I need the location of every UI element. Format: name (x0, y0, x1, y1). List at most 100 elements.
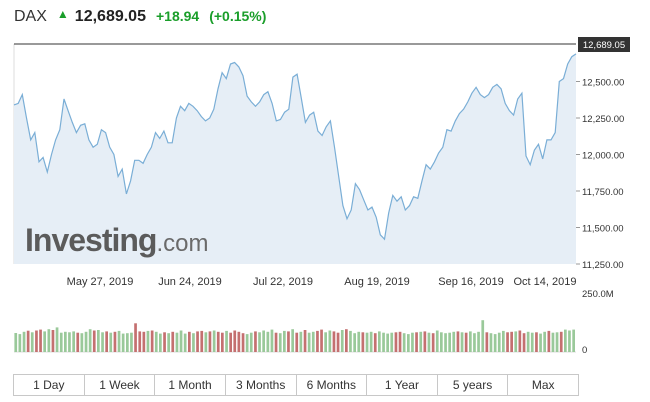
volume-bar (249, 332, 253, 352)
volume-bar (419, 331, 423, 352)
volume-bar (159, 333, 162, 352)
volume-bar (378, 331, 381, 352)
volume-bar (80, 333, 84, 352)
volume-bar (72, 331, 75, 352)
volume-bar (121, 333, 125, 352)
volume-bar (117, 330, 121, 352)
volume-bar (481, 320, 485, 352)
volume-bar (92, 330, 96, 352)
volume-bar (369, 331, 373, 352)
volume-bar (526, 331, 530, 352)
volume-bar (274, 332, 278, 352)
volume-bar (138, 331, 142, 352)
volume-bar (262, 330, 265, 352)
last-price: 12,689.05 (74, 8, 146, 25)
volume-bar (43, 331, 46, 352)
volume-bar (530, 332, 534, 352)
volume-bar (266, 331, 270, 352)
volume-bar (258, 332, 261, 352)
volume-bar (477, 331, 480, 352)
volume-bar (105, 331, 108, 352)
volume-bar (431, 333, 435, 352)
volume-bar (307, 332, 311, 352)
volume-bar (233, 330, 237, 352)
volume-bar (415, 332, 418, 352)
volume-bar (407, 334, 410, 352)
volume-bar (460, 332, 464, 352)
volume-bar (473, 333, 476, 352)
volume-bar (345, 329, 348, 352)
volume-bar (287, 331, 290, 352)
price-change-percent: (+0.15%) (209, 8, 267, 24)
price-area-fill (14, 53, 576, 265)
volume-bar (506, 332, 509, 352)
volume-bar (440, 332, 443, 352)
volume-bar (154, 331, 158, 352)
volume-bar (237, 331, 241, 352)
volume-bar (299, 331, 303, 352)
volume-bar (68, 332, 71, 352)
y-tick-label: 12,000.00 (582, 151, 624, 162)
range-1-year-button[interactable]: 1 Year (367, 375, 438, 395)
volume-bar (316, 330, 319, 352)
symbol-label: DAX (14, 8, 47, 25)
y-tick-label: 11,500.00 (582, 224, 624, 235)
volume-bar (216, 331, 220, 352)
volume-bar (522, 333, 526, 352)
y-tick-label: 12,500.00 (582, 78, 624, 89)
volume-bar (411, 332, 414, 352)
volume-bar (278, 333, 282, 352)
y-tick-label: 11,750.00 (582, 187, 624, 198)
volume-bar (212, 330, 216, 352)
range-3-months-button[interactable]: 3 Months (226, 375, 297, 395)
volume-bar (444, 333, 447, 352)
volume-bar (59, 332, 63, 352)
volume-bar (464, 332, 468, 352)
range-5-years-button[interactable]: 5 years (438, 375, 509, 395)
volume-bar (485, 332, 489, 352)
volume-bar (311, 331, 315, 352)
price-chart[interactable]: 12,500.00 12,250.00 12,000.00 11,750.00 11,5… (0, 0, 650, 372)
volume-tick-label: 0 (582, 345, 587, 356)
volume-bar (357, 331, 361, 352)
volume-bar (448, 332, 451, 352)
investing-logo: Investing.com (25, 222, 208, 259)
range-6-months-button[interactable]: 6 Months (297, 375, 368, 395)
last-value-box (578, 37, 630, 52)
volume-bar (84, 331, 88, 352)
volume-bar (113, 331, 117, 352)
range-max-button[interactable]: Max (531, 378, 555, 392)
range-1-month-button[interactable]: 1 Month (155, 375, 226, 395)
volume-tick-label: 250.0M (582, 289, 614, 300)
volume-bar (572, 329, 575, 352)
volume-bar (47, 329, 51, 352)
volume-bar (130, 332, 133, 352)
x-tick-label: Oct 14, 2019 (514, 276, 577, 288)
volume-bar (502, 330, 505, 352)
volume-bar (163, 332, 166, 352)
volume-bar (427, 332, 431, 352)
volume-bar (200, 330, 204, 352)
volume-bar (254, 331, 257, 352)
volume-bar (204, 332, 208, 352)
range-1-week-button[interactable]: 1 Week (85, 375, 156, 395)
x-tick-label: Sep 16, 2019 (438, 276, 503, 288)
volume-bar (518, 330, 522, 352)
volume-bar (229, 332, 232, 352)
volume-bar (547, 330, 551, 352)
x-tick-label: Jul 22, 2019 (253, 276, 313, 288)
volume-bar (469, 331, 472, 352)
volume-bar (225, 330, 228, 352)
volume-bar (183, 333, 187, 352)
volume-bar (22, 331, 26, 352)
last-value-label: 12,689.05 (583, 40, 625, 51)
volume-bar (171, 331, 175, 352)
y-tick-label: 11,250.00 (582, 260, 624, 271)
volume-bar (142, 331, 146, 352)
volume-bar (303, 330, 307, 352)
volume-bar (150, 330, 154, 352)
range-1-day-button[interactable]: 1 Day (14, 375, 85, 395)
volume-bar (423, 331, 427, 352)
volume-bar (386, 333, 389, 352)
logo-domain: .com (156, 230, 209, 257)
